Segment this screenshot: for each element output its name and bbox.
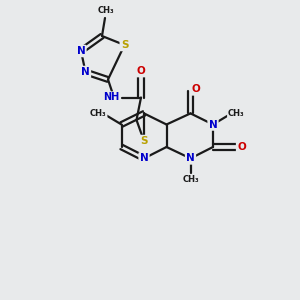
Text: NH: NH xyxy=(103,92,119,103)
Text: O: O xyxy=(136,66,146,76)
Text: CH₃: CH₃ xyxy=(90,109,106,118)
Text: S: S xyxy=(140,136,148,146)
Text: S: S xyxy=(121,40,128,50)
Text: N: N xyxy=(208,119,217,130)
Text: CH₃: CH₃ xyxy=(97,6,114,15)
Text: O: O xyxy=(237,142,246,152)
Text: N: N xyxy=(81,67,90,77)
Text: CH₃: CH₃ xyxy=(228,109,245,118)
Text: N: N xyxy=(76,46,85,56)
Text: O: O xyxy=(191,84,200,94)
Text: N: N xyxy=(140,153,148,164)
Text: CH₃: CH₃ xyxy=(182,176,199,184)
Text: N: N xyxy=(186,153,195,164)
